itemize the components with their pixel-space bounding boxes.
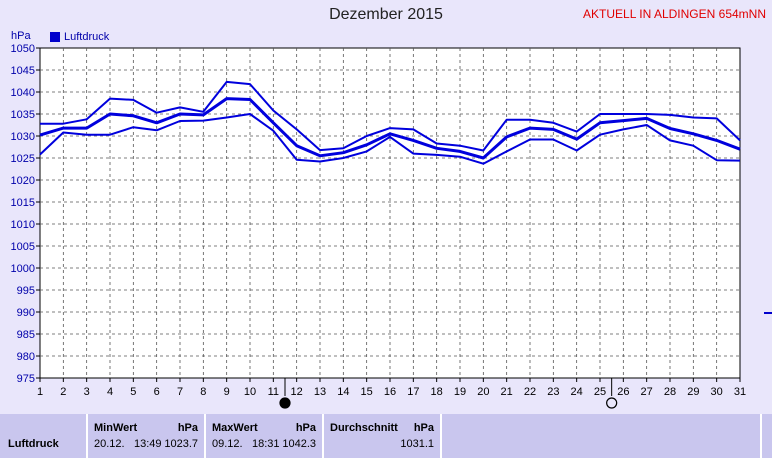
max-date: 09.12.	[212, 438, 243, 450]
x-tick-label: 8	[200, 386, 206, 398]
legend-label: Luftdruck	[64, 31, 110, 43]
x-tick-label: 28	[664, 386, 676, 398]
y-tick-label: 990	[17, 307, 35, 319]
x-tick-label: 15	[361, 386, 373, 398]
y-tick-label: 1050	[11, 43, 35, 55]
min-time: 13:49	[134, 438, 162, 450]
legend-swatch	[50, 32, 60, 42]
x-tick-label: 25	[594, 386, 606, 398]
x-tick-label: 13	[314, 386, 326, 398]
min-value: 1023.7	[164, 438, 198, 450]
x-tick-label: 4	[107, 386, 113, 398]
x-tick-label: 9	[224, 386, 230, 398]
y-tick-label: 985	[17, 329, 35, 341]
x-tick-label: 21	[501, 386, 513, 398]
full-moon-icon	[606, 397, 618, 409]
y-axis-unit-label: hPa	[11, 30, 31, 42]
series-line-avg	[39, 97, 741, 160]
x-tick-label: 14	[337, 386, 349, 398]
x-tick-label: 12	[291, 386, 303, 398]
series-line-min	[39, 113, 741, 165]
x-tick-label: 18	[431, 386, 443, 398]
pressure-chart: 9759809859909951000100510101015102010251…	[11, 43, 772, 409]
avg-header: Durchschnitt	[330, 422, 398, 434]
stats-row-label-cell: Luftdruck	[0, 414, 88, 458]
x-tick-label: 16	[384, 386, 396, 398]
x-tick-label: 31	[734, 386, 746, 398]
stats-min-cell: MinWert hPa 20.12. 13:49 1023.7	[88, 414, 206, 458]
y-tick-label: 980	[17, 351, 35, 363]
legend: Luftdruck	[50, 31, 109, 43]
x-tick-label: 5	[130, 386, 136, 398]
x-tick-label: 29	[687, 386, 699, 398]
stats-max-cell: MaxWert hPa 09.12. 18:31 1042.3	[206, 414, 324, 458]
y-tick-label: 1005	[11, 241, 35, 253]
stats-edge-cell	[762, 414, 772, 458]
x-tick-label: 20	[477, 386, 489, 398]
min-unit: hPa	[177, 422, 198, 434]
x-tick-label: 3	[84, 386, 90, 398]
y-tick-label: 995	[17, 285, 35, 297]
x-tick-label: 2	[60, 386, 66, 398]
y-tick-label: 975	[17, 373, 35, 385]
x-tick-label: 23	[547, 386, 559, 398]
stats-empty-cell	[442, 414, 762, 458]
max-unit: hPa	[295, 422, 316, 434]
avg-unit: hPa	[413, 422, 434, 434]
station-label: AKTUELL IN ALDINGEN 654mNN	[583, 7, 766, 21]
stats-table: Luftdruck MinWert hPa 20.12. 13:49 1023.…	[0, 414, 772, 458]
x-tick-label: 30	[711, 386, 723, 398]
stats-row-label: Luftdruck	[8, 438, 59, 450]
x-tick-label: 27	[641, 386, 653, 398]
x-tick-label: 24	[571, 386, 583, 398]
series-line-max	[40, 80, 741, 152]
y-tick-label: 1000	[11, 263, 35, 275]
y-axis-ticks: 975 980 985 990 995 1000 1005 1010 1015 1020 1025 1…	[11, 43, 40, 385]
x-tick-label: 10	[244, 386, 256, 398]
x-tick-label: 26	[617, 386, 629, 398]
avg-value: 1031.1	[400, 438, 434, 450]
grid	[40, 48, 740, 378]
max-value: 1042.3	[282, 438, 316, 450]
x-tick-label: 17	[407, 386, 419, 398]
y-tick-label: 1020	[11, 175, 35, 187]
max-header: MaxWert	[212, 422, 258, 434]
y-tick-label: 1025	[11, 153, 35, 165]
y-tick-label: 1045	[11, 65, 35, 77]
x-axis-ticks: 1 2 3 4 5 6 7 8 9 10 11 12 13 14 15 16 17 18 19 20 21 22 23 24 2…	[37, 378, 746, 398]
x-tick-label: 19	[454, 386, 466, 398]
y-tick-label: 1040	[11, 87, 35, 99]
moon-markers	[279, 378, 618, 409]
min-date: 20.12.	[94, 438, 125, 450]
chart-title: Dezember 2015	[329, 6, 443, 23]
max-time: 18:31	[252, 438, 280, 450]
stats-avg-cell: Durchschnitt hPa 1031.1	[324, 414, 442, 458]
x-tick-label: 7	[177, 386, 183, 398]
x-tick-label: 22	[524, 386, 536, 398]
min-header: MinWert	[94, 422, 138, 434]
x-tick-label: 11	[268, 386, 279, 398]
series-lines	[39, 80, 741, 165]
y-tick-label: 1030	[11, 131, 35, 143]
new-moon-icon	[279, 397, 291, 409]
y-tick-label: 1035	[11, 109, 35, 121]
y-tick-label: 1010	[11, 219, 35, 231]
x-tick-label: 6	[154, 386, 160, 398]
x-tick-label: 1	[37, 386, 43, 398]
y-tick-label: 1015	[11, 197, 35, 209]
